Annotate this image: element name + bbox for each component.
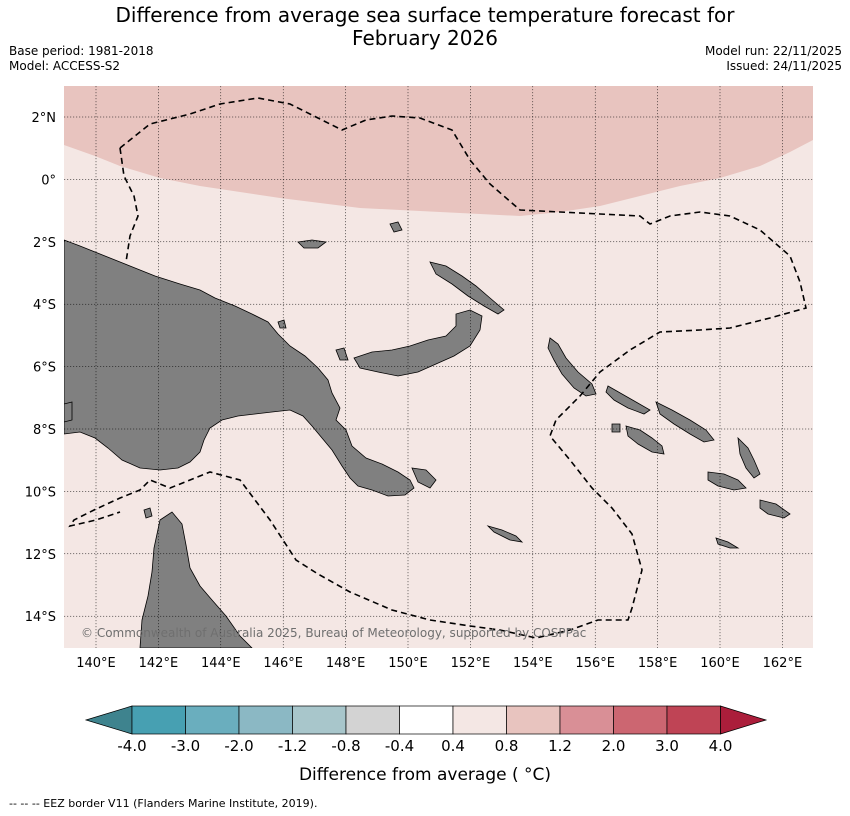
lon-tick-label: 150°E bbox=[388, 656, 428, 671]
model-run: Model run: 22/11/2025 bbox=[704, 44, 842, 58]
lat-tick-label: 2°S bbox=[33, 236, 56, 251]
bougainville-island bbox=[547, 337, 597, 397]
colorbar-segment bbox=[506, 705, 561, 735]
colorbar-segment bbox=[185, 705, 240, 735]
colorbar-segment bbox=[399, 705, 454, 735]
colorbar-tick-label: -2.0 bbox=[224, 737, 253, 755]
lat-tick-label: 0° bbox=[41, 173, 56, 188]
issued-date: Issued: 24/11/2025 bbox=[726, 59, 842, 73]
lon-tick-label: 140°E bbox=[76, 656, 116, 671]
lon-tick-label: 142°E bbox=[139, 656, 179, 671]
new-britain-island bbox=[353, 309, 483, 377]
colorbar-extend-high bbox=[720, 705, 768, 735]
small-islet-4 bbox=[611, 423, 621, 433]
lat-tick-label: 10°S bbox=[25, 485, 56, 500]
eez-border-west bbox=[119, 147, 139, 263]
lon-tick-label: 154°E bbox=[513, 656, 553, 671]
colorbar-tick-label: 1.2 bbox=[548, 737, 572, 755]
lat-tick-label: 14°S bbox=[25, 610, 56, 625]
anomaly-field-warm bbox=[64, 86, 813, 216]
small-islet-5 bbox=[64, 401, 73, 423]
small-islet-6 bbox=[143, 507, 153, 519]
makira-island bbox=[707, 471, 747, 491]
colorbar-tick-label: 4.0 bbox=[709, 737, 733, 755]
base-period: Base period: 1981-2018 bbox=[9, 44, 154, 58]
lon-tick-label: 148°E bbox=[326, 656, 366, 671]
colorbar-label: Difference from average ( °C) bbox=[299, 765, 551, 785]
eez-footnote: -- -- -- EEZ border V11 (Flanders Marine… bbox=[9, 797, 318, 810]
colorbar-segment bbox=[452, 705, 507, 735]
lon-tick-label: 146°E bbox=[263, 656, 303, 671]
colorbar-tick-label: 3.0 bbox=[655, 737, 679, 755]
colorbar bbox=[84, 705, 768, 735]
colorbar-segment bbox=[238, 705, 293, 735]
model-name: Model: ACCESS-S2 bbox=[9, 59, 121, 73]
colorbar-tick-label: 0.4 bbox=[441, 737, 465, 755]
colorbar-ticks: -4.0 -3.0 -2.0 -1.2 -0.8 -0.4 0.4 0.8 1.2 2.0 3.0 4… bbox=[117, 737, 732, 755]
eez-border bbox=[68, 97, 807, 639]
lon-tick-label: 162°E bbox=[763, 656, 803, 671]
papuan-islands bbox=[486, 525, 524, 543]
goodenough-islands bbox=[411, 467, 437, 489]
colorbar-tick-label: 0.8 bbox=[495, 737, 519, 755]
lat-tick-label: 2°N bbox=[32, 111, 57, 126]
latitude-labels: 2°N 0° 2°S 4°S 6°S 8°S 10°S 12°S 14°S bbox=[25, 111, 56, 625]
santa-isabel-island bbox=[655, 401, 715, 443]
colorbar-segment bbox=[559, 705, 614, 735]
vanikoro-islands bbox=[715, 537, 740, 549]
colorbar-segment bbox=[345, 705, 400, 735]
choiseul-island bbox=[605, 385, 651, 415]
small-islet-3 bbox=[335, 347, 349, 361]
colorbar-tick-label: -4.0 bbox=[117, 737, 146, 755]
map-frame: © Commonwealth of Australia 2025, Bureau… bbox=[64, 86, 813, 648]
colorbar-segment bbox=[666, 705, 721, 735]
rennell-island bbox=[759, 499, 791, 519]
lat-tick-label: 4°S bbox=[33, 298, 56, 313]
colorbar-segment bbox=[613, 705, 668, 735]
title-line-2: February 2026 bbox=[352, 26, 498, 50]
colorbar-segment bbox=[292, 705, 347, 735]
colorbar-tick-label: -3.0 bbox=[171, 737, 200, 755]
colorbar-tick-label: -1.2 bbox=[278, 737, 307, 755]
model-info: Base period: 1981-2018 Model: ACCESS-S2 bbox=[9, 44, 154, 74]
lon-tick-label: 158°E bbox=[638, 656, 678, 671]
lat-tick-label: 6°S bbox=[33, 361, 56, 376]
new-ireland-island bbox=[429, 261, 505, 315]
malaita-island bbox=[737, 436, 761, 479]
lon-tick-label: 160°E bbox=[700, 656, 740, 671]
lon-tick-label: 156°E bbox=[575, 656, 615, 671]
lat-tick-label: 8°S bbox=[33, 423, 56, 438]
colorbar-segment bbox=[131, 705, 186, 735]
longitude-labels: 140°E 142°E 144°E 146°E 148°E 150°E 152°E 154°E… bbox=[76, 656, 802, 671]
map-title: Difference from average sea surface temp… bbox=[0, 4, 850, 50]
colorbar-extend-low bbox=[84, 705, 133, 735]
colorbar-tick-label: -0.4 bbox=[385, 737, 414, 755]
colorbar-tick-label: -0.8 bbox=[331, 737, 360, 755]
lat-tick-label: 12°S bbox=[25, 548, 56, 563]
small-islet-2 bbox=[277, 319, 287, 329]
small-islet-1 bbox=[389, 221, 403, 233]
run-info: Model run: 22/11/2025 Issued: 24/11/2025 bbox=[705, 44, 842, 74]
lon-tick-label: 152°E bbox=[451, 656, 491, 671]
cape-york-peninsula bbox=[139, 511, 253, 648]
gridlines bbox=[64, 86, 813, 648]
copyright-notice: © Commonwealth of Australia 2025, Bureau… bbox=[81, 626, 586, 640]
colorbar-tick-label: 2.0 bbox=[602, 737, 626, 755]
lon-tick-label: 144°E bbox=[201, 656, 241, 671]
title-line-1: Difference from average sea surface temp… bbox=[115, 3, 735, 27]
guadalcanal-island bbox=[625, 425, 665, 455]
